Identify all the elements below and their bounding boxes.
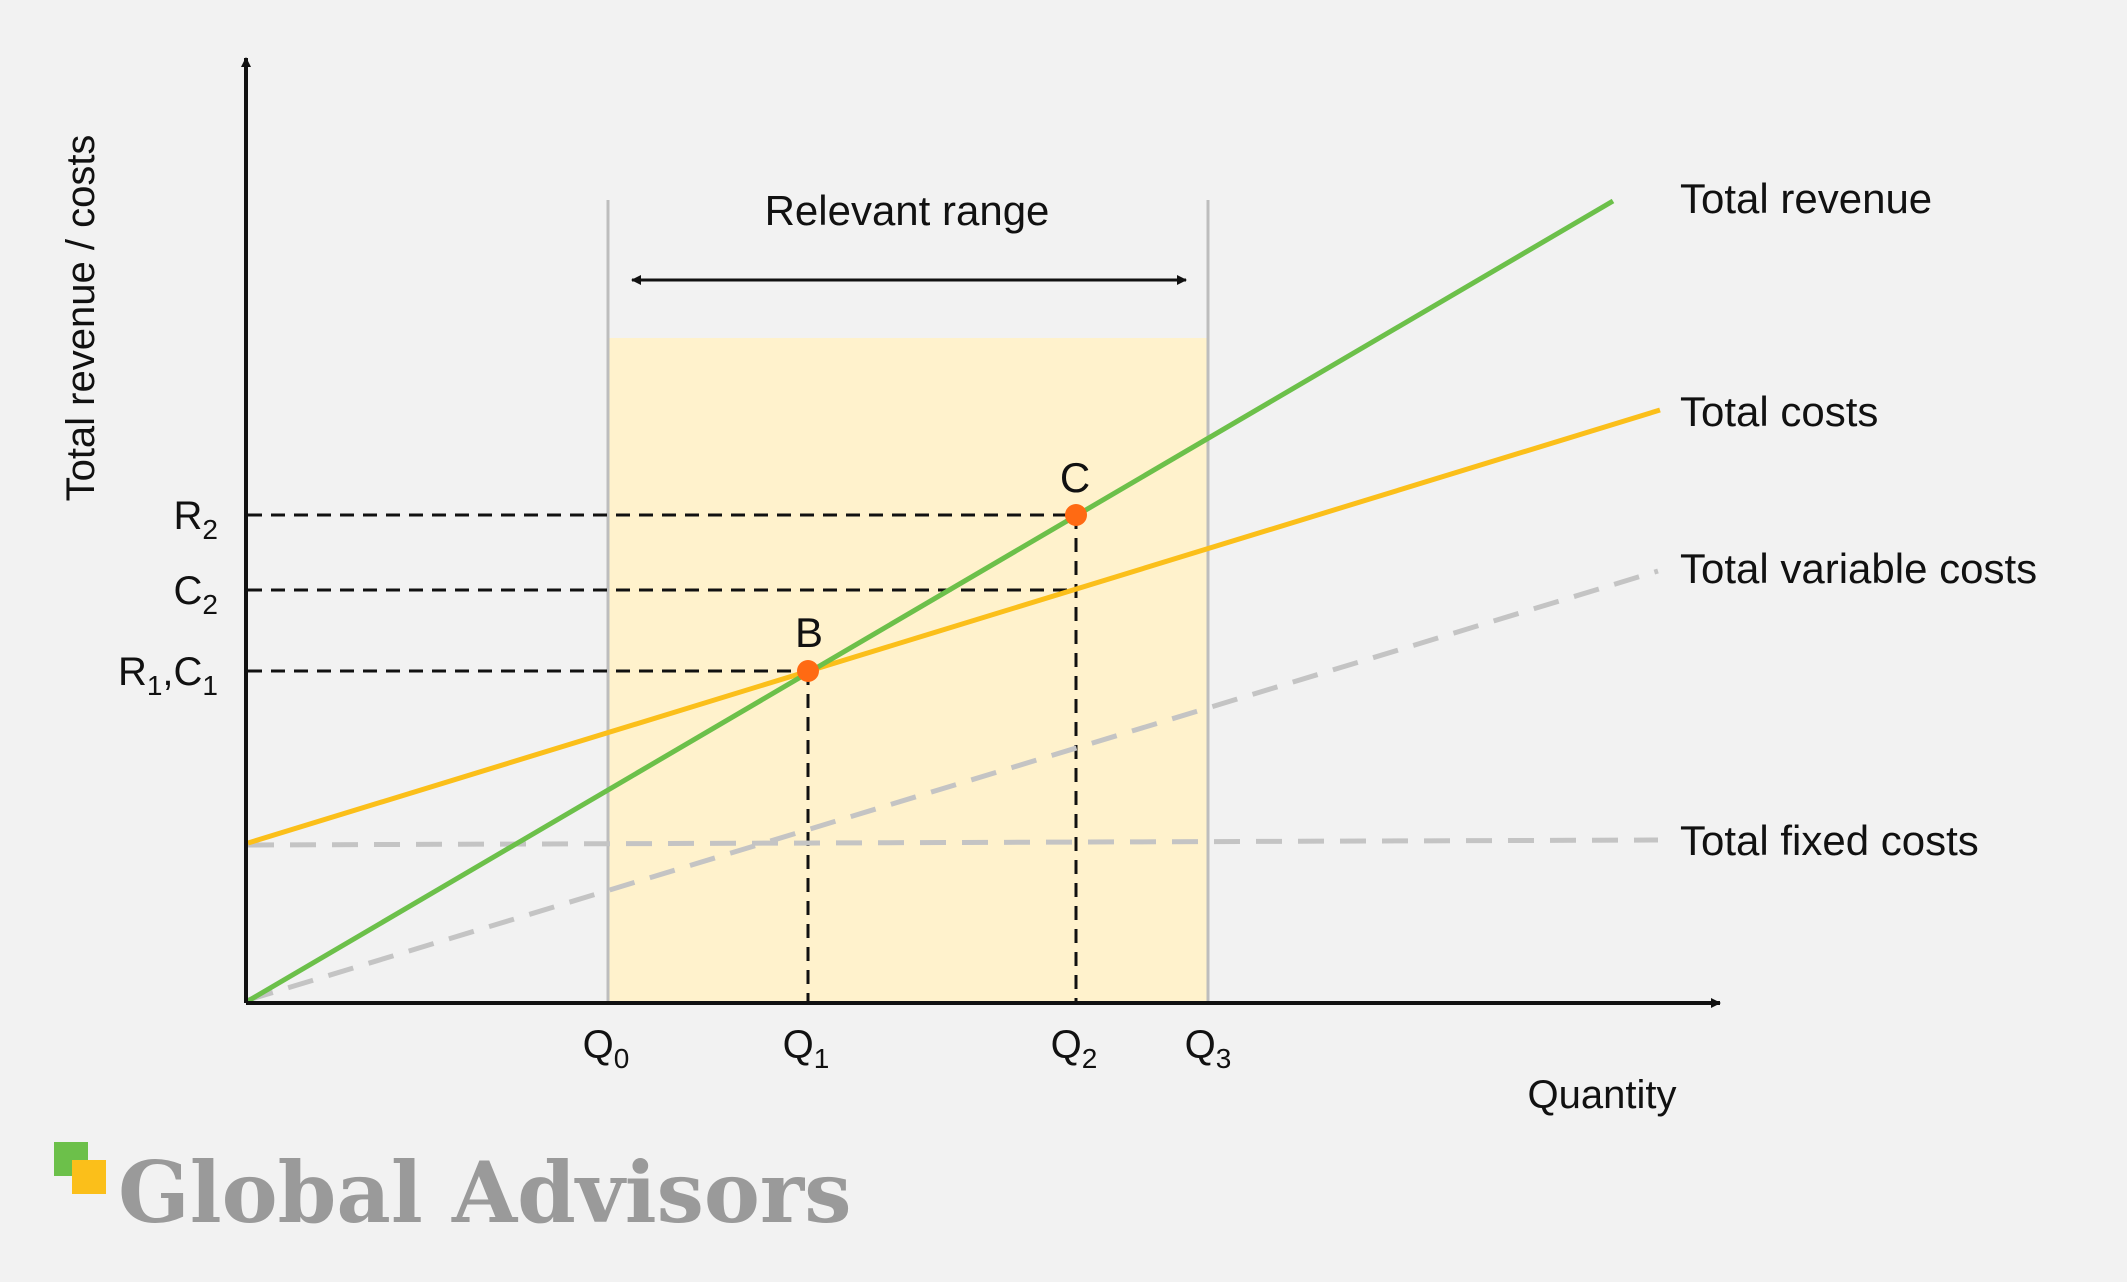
x-tick-labels: Q0 Q1 Q2 Q3 bbox=[583, 1023, 1232, 1074]
y-tick-label: R1,C1 bbox=[118, 650, 218, 701]
brand-name: Global Advisors bbox=[118, 1143, 851, 1242]
x-tick-label: Q0 bbox=[583, 1023, 630, 1074]
relevant-range-label: Relevant range bbox=[765, 187, 1050, 234]
y-tick-label: R2 bbox=[174, 494, 218, 545]
series-label-total-variable-costs: Total variable costs bbox=[1680, 545, 2037, 592]
point-c-label: C bbox=[1060, 454, 1090, 501]
x-tick-label: Q3 bbox=[1185, 1023, 1232, 1074]
series-total-revenue-line bbox=[246, 198, 1615, 1004]
x-axis-title: Quantity bbox=[1528, 1073, 1677, 1117]
y-tick-label: C2 bbox=[174, 569, 218, 620]
series-total-costs-line bbox=[247, 407, 1661, 846]
guide-lines bbox=[248, 513, 1078, 1003]
series-label-total-fixed-costs: Total fixed costs bbox=[1680, 817, 1979, 864]
series-total-fixed-costs-line bbox=[247, 837, 1659, 848]
y-tick-labels: R2 C2 R1,C1 bbox=[118, 494, 218, 701]
brand-logo: Global Advisors bbox=[54, 1142, 851, 1242]
y-axis-title: Total revenue / costs bbox=[59, 135, 103, 502]
brand-logo-icon bbox=[72, 1160, 106, 1194]
point-b-label: B bbox=[795, 609, 823, 656]
x-tick-label: Q1 bbox=[783, 1023, 830, 1074]
series-label-total-revenue: Total revenue bbox=[1680, 175, 1932, 222]
point-c-marker bbox=[1065, 504, 1087, 526]
point-b-marker bbox=[797, 660, 819, 682]
series-total-variable-costs-line bbox=[247, 568, 1659, 1003]
x-tick-label: Q2 bbox=[1051, 1023, 1098, 1074]
series-label-total-costs: Total costs bbox=[1680, 388, 1878, 435]
